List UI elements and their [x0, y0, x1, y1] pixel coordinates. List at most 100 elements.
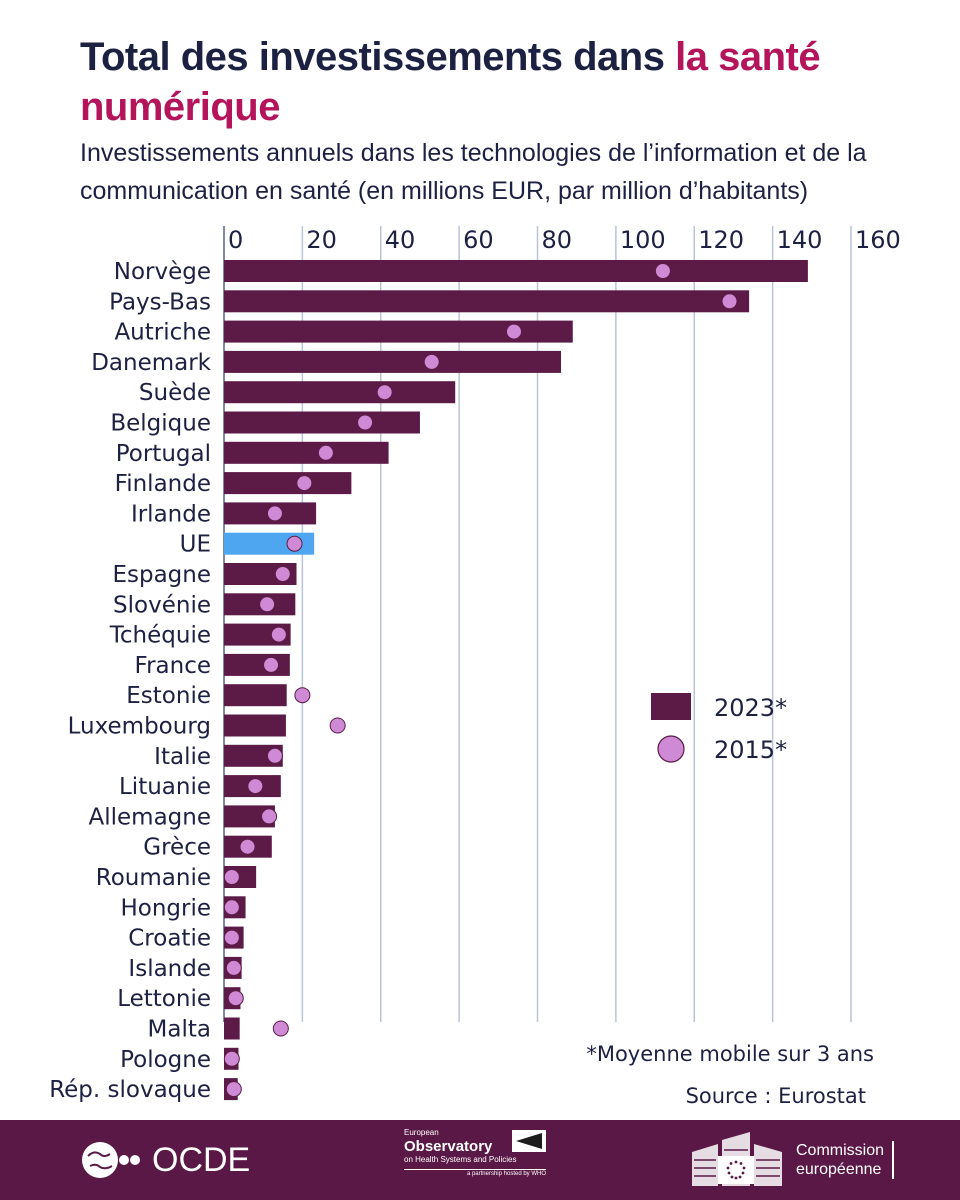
- point-2015: [357, 414, 374, 431]
- x-tick-label: 0: [228, 226, 243, 254]
- category-label: Tchéquie: [109, 623, 211, 649]
- category-label: Hongrie: [120, 895, 211, 921]
- point-2015: [223, 1050, 240, 1067]
- point-2015: [239, 838, 256, 855]
- legend-label-2015: 2015*: [714, 736, 787, 764]
- title-main: Total des investissements dans: [80, 35, 665, 79]
- x-tick-label: 120: [698, 226, 744, 254]
- bar-2023: [224, 350, 562, 373]
- chart-subtitle: Investissements annuels dans les technol…: [80, 139, 867, 205]
- category-label: Grèce: [143, 835, 211, 861]
- bar-2023: [224, 260, 808, 282]
- category-label: Malta: [148, 1017, 211, 1043]
- point-2015: [261, 808, 278, 825]
- legend-swatch-2015: [657, 735, 685, 763]
- category-label: Pologne: [120, 1047, 211, 1073]
- category-label: Irlande: [131, 501, 211, 527]
- point-2015: [423, 353, 440, 370]
- chart-title: Total des investissements dans la santé …: [80, 32, 940, 132]
- point-2015: [294, 687, 311, 704]
- category-label: Rép. slovaque: [49, 1077, 211, 1103]
- footer-bar: OCDE European Observatory on Health Syst…: [0, 1120, 960, 1200]
- point-2015: [259, 596, 276, 613]
- legend: 2023* 2015*: [651, 693, 787, 764]
- point-2015: [721, 293, 738, 310]
- x-tick-label: 100: [620, 226, 666, 254]
- point-2015: [223, 899, 240, 916]
- bar-chart: 0 20 40 60 80 100 120 140 160 Norvège Pays-Bas Aut…: [49, 226, 901, 1103]
- category-label: Belgique: [110, 411, 211, 437]
- point-2015: [274, 566, 291, 582]
- category-label: Autriche: [114, 320, 211, 346]
- bar-2023: [224, 411, 420, 434]
- category-label: Estonie: [126, 683, 211, 709]
- bar-2023: [224, 653, 290, 676]
- oecd-globe-icon: [82, 1142, 140, 1178]
- point-2015: [263, 656, 280, 673]
- grid-lines: [223, 226, 852, 1022]
- bars-2023: [224, 260, 808, 1101]
- x-tick-label: 160: [855, 226, 901, 254]
- point-2015: [296, 475, 313, 492]
- category-label: Lettonie: [117, 986, 211, 1012]
- point-2015: [286, 535, 303, 552]
- category-label: Espagne: [112, 562, 211, 588]
- point-2015: [270, 626, 287, 643]
- category-label: Portugal: [116, 441, 211, 467]
- bar-2023: [224, 744, 283, 767]
- oecd-logo: OCDE: [80, 1140, 250, 1180]
- category-label: Croatie: [128, 926, 211, 952]
- category-label: UE: [180, 532, 211, 558]
- point-2015: [654, 263, 671, 279]
- point-2015: [376, 384, 393, 401]
- category-label: France: [135, 653, 211, 679]
- bar-2023: [224, 290, 750, 313]
- point-2015: [329, 717, 346, 734]
- source-note: Source : Eurostat: [685, 1084, 866, 1108]
- point-2015: [227, 990, 244, 1007]
- point-2015: [505, 323, 522, 340]
- x-tick-label: 80: [542, 226, 573, 254]
- bar-2023: [224, 441, 389, 464]
- bar-2023: [224, 1017, 240, 1040]
- bar-2023: [224, 320, 573, 343]
- category-label: Lituanie: [119, 774, 211, 800]
- x-tick-label: 60: [463, 226, 494, 254]
- legend-label-2023: 2023*: [714, 694, 787, 722]
- point-2015: [266, 505, 283, 522]
- legend-swatch-2023: [651, 693, 691, 720]
- european-commission-building-icon: [692, 1132, 782, 1186]
- point-2015: [317, 444, 334, 461]
- point-2015: [225, 1081, 242, 1098]
- category-label: Suède: [139, 380, 211, 406]
- bar-2023: [224, 805, 275, 828]
- footnote: *Moyenne mobile sur 3 ans: [586, 1042, 874, 1066]
- observatory-line2: Observatory: [404, 1138, 493, 1155]
- x-tick-label: 20: [306, 226, 337, 254]
- observatory-line3: on Health Systems and Policies: [404, 1155, 517, 1164]
- category-labels: Norvège Pays-Bas Autriche Danemark Suède Belg…: [49, 259, 211, 1103]
- point-2015: [247, 778, 264, 795]
- category-label: Norvège: [114, 259, 211, 285]
- category-label: Finlande: [115, 471, 211, 497]
- category-label: Slovénie: [113, 592, 211, 618]
- commission-line2: européenne: [796, 1161, 882, 1178]
- x-axis-ticks: 0 20 40 60 80 100 120 140 160: [228, 226, 901, 254]
- x-tick-label: 40: [385, 226, 416, 254]
- commission-line1: Commission: [796, 1142, 885, 1159]
- category-label: Allemagne: [89, 804, 212, 830]
- observatory-line4: a partnership hosted by WHO: [404, 1169, 546, 1177]
- category-label: Islande: [128, 956, 211, 982]
- point-2015: [223, 869, 240, 885]
- point-2015: [266, 747, 283, 764]
- observatory-logo: European Observatory on Health Systems a…: [404, 1128, 546, 1194]
- category-label: Danemark: [91, 350, 211, 376]
- bar-2023: [224, 714, 286, 737]
- points-2015: [223, 263, 738, 1098]
- category-label: Roumanie: [96, 865, 211, 891]
- bar-2023: [224, 381, 456, 404]
- title-accent: la santé numérique: [80, 35, 821, 129]
- category-label: Pays-Bas: [109, 289, 211, 315]
- point-2015: [272, 1020, 289, 1037]
- commission-wordmark: Commission européenne: [796, 1141, 895, 1179]
